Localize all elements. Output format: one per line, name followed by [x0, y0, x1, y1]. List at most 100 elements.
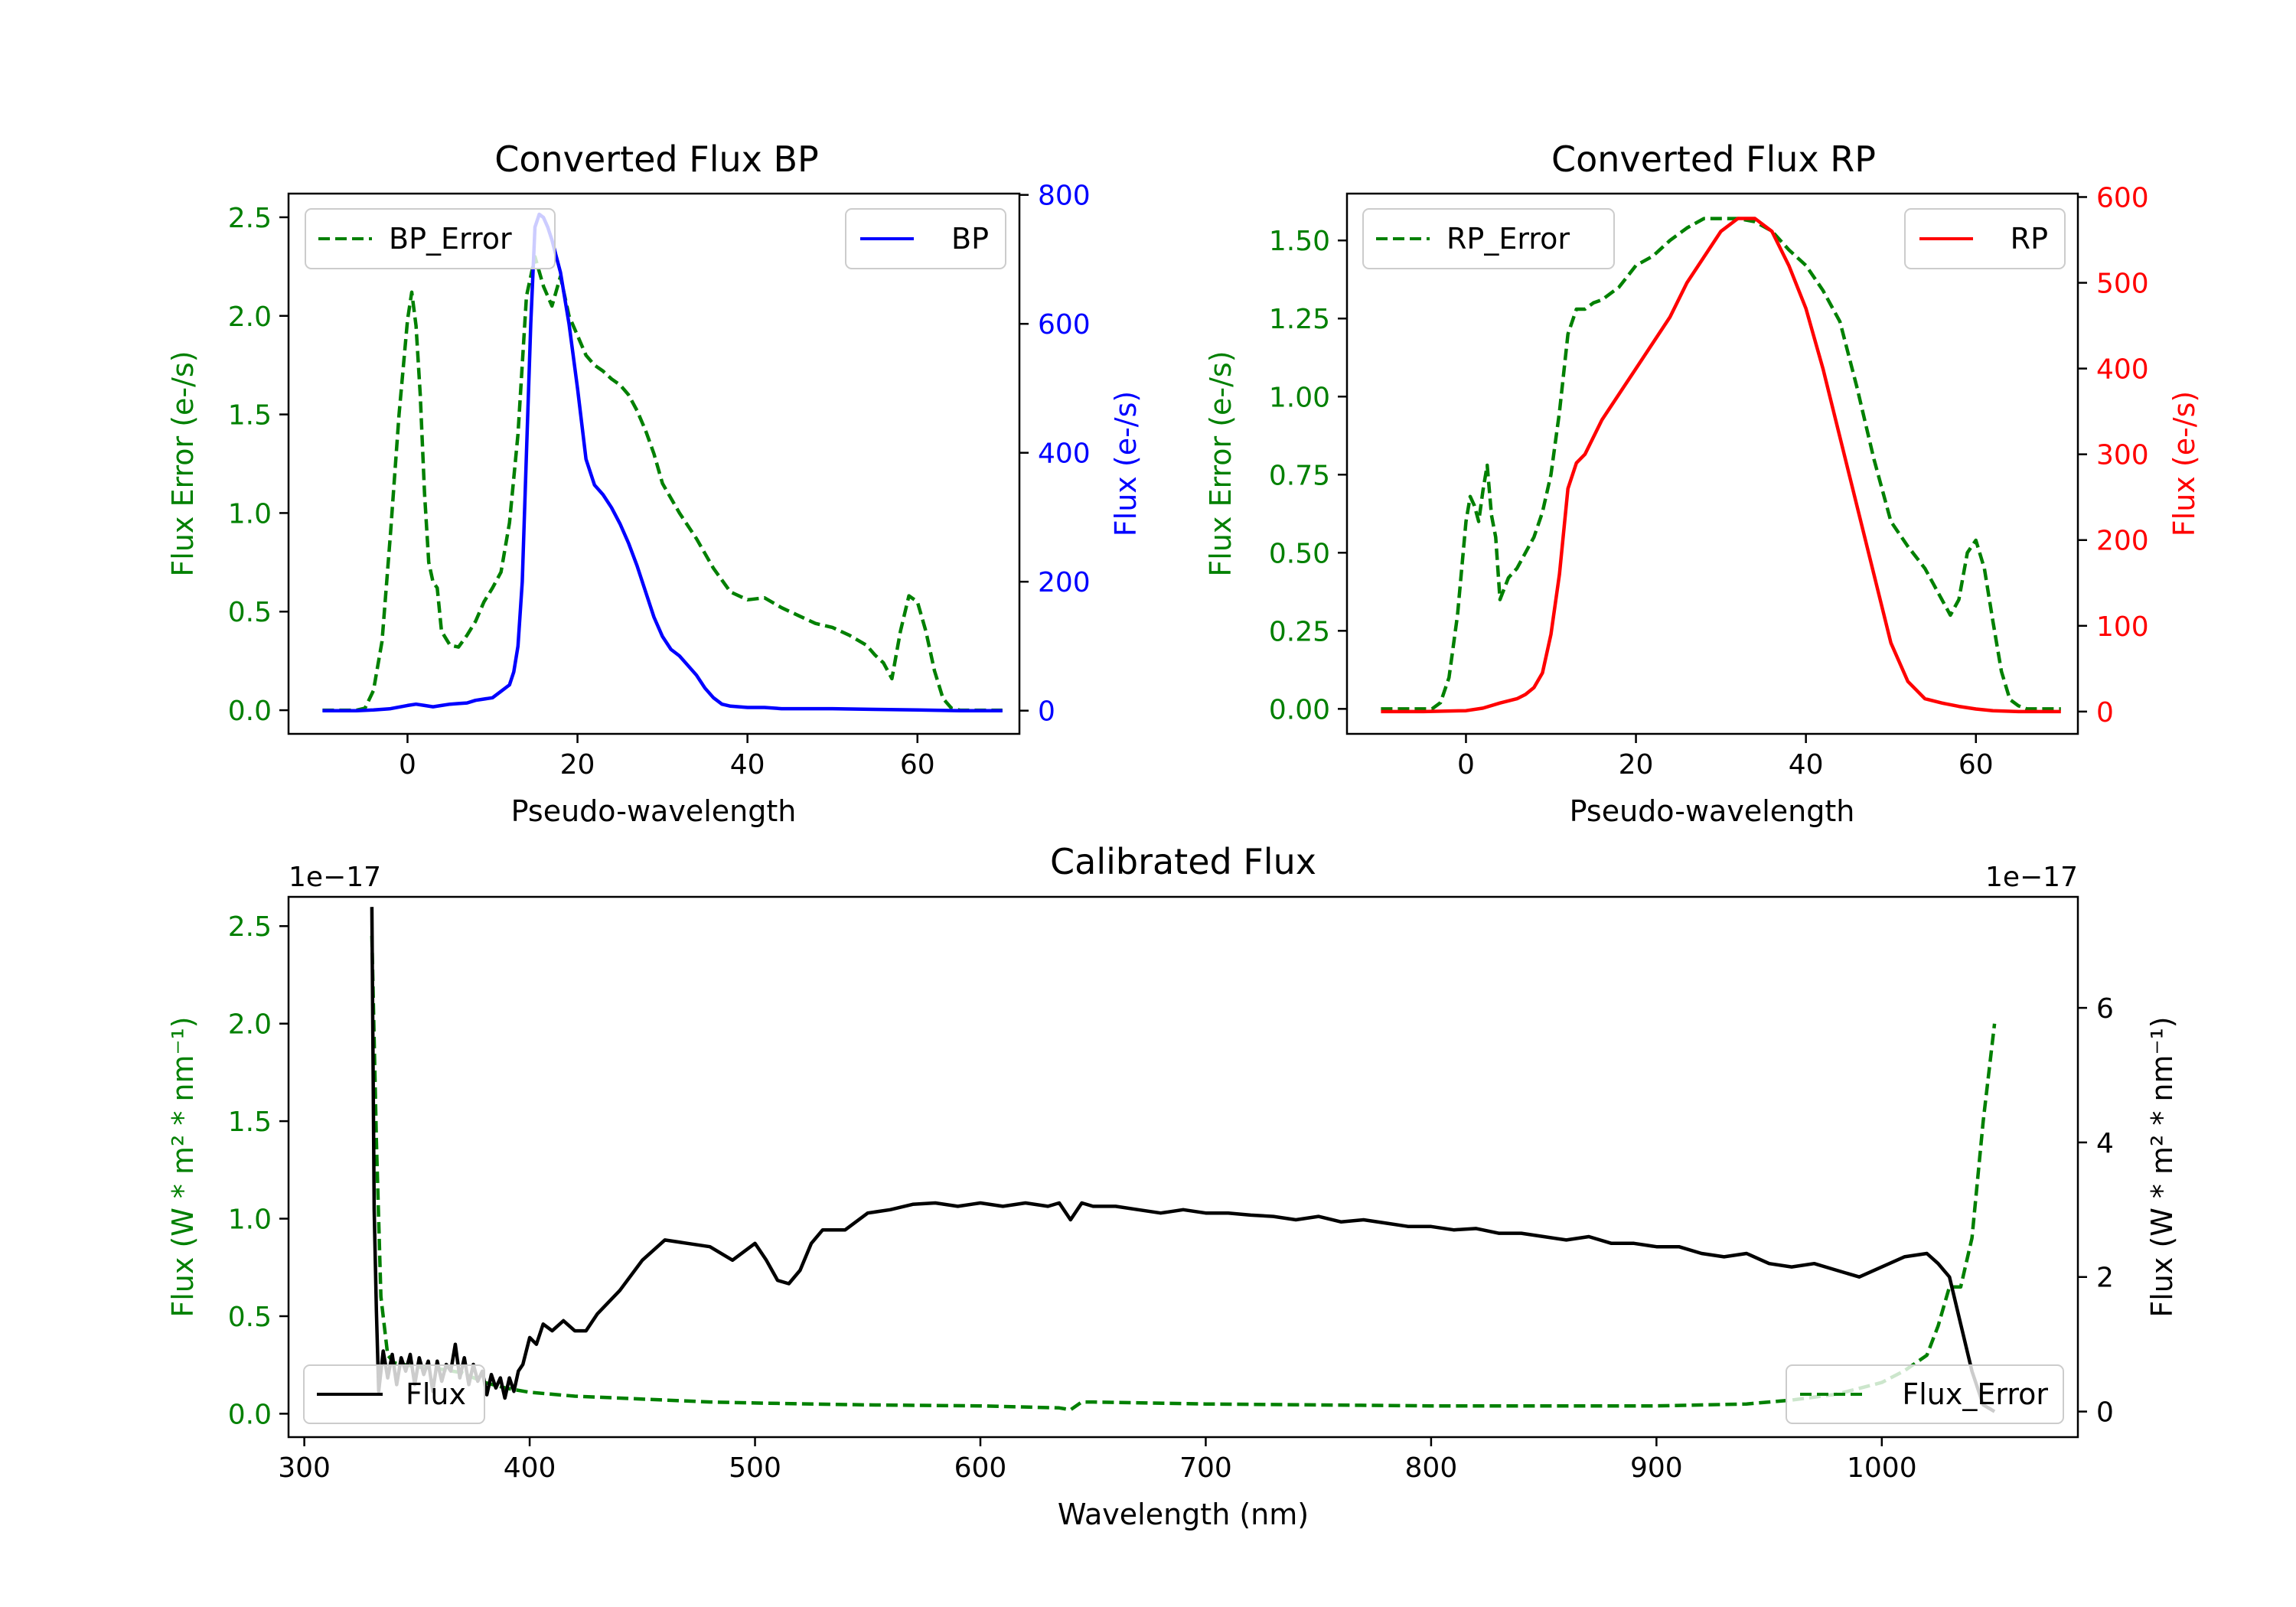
x-tick-label: 60	[900, 749, 935, 781]
right-y-tick-label: 500	[2096, 269, 2149, 300]
x-axis-label: Wavelength (nm)	[1058, 1498, 1309, 1531]
x-tick-label: 40	[1789, 749, 1824, 781]
right-y-tick-label: 400	[2096, 354, 2149, 386]
legend-box	[1362, 208, 1615, 269]
right-y-axis-label: Flux (W * m² * nm⁻¹)	[2145, 1016, 2179, 1317]
left-y-tick-label: 0.5	[228, 597, 272, 628]
chart-rp: Converted Flux RP 0 20 40 60 0.000.250.500.…	[1204, 139, 2201, 828]
legend-left: Flux	[303, 1364, 485, 1424]
left-axis-offset: 1e−17	[289, 862, 381, 893]
right-y-tick-label: 200	[2096, 526, 2149, 557]
x-ticks: 0 20 40 60	[399, 734, 935, 781]
right-axis-offset: 1e−17	[1985, 862, 2078, 893]
left-y-tick-label: 1.5	[228, 1107, 272, 1138]
series-group	[1381, 217, 2061, 714]
legend-box	[1786, 1364, 2064, 1424]
right-y-ticks: 0 2 4 6	[2078, 993, 2114, 1429]
right-y-tick-label: 100	[2096, 611, 2149, 643]
x-tick-label: 20	[560, 749, 595, 781]
left-y-ticks: 0.0 0.5 1.0 1.5 2.0 2.5	[228, 203, 289, 727]
right-y-tick-label: 6	[2096, 993, 2114, 1025]
legend-left: BP_Error	[305, 208, 556, 269]
x-tick-label: 800	[1405, 1452, 1458, 1484]
chart-calibrated: Calibrated Flux 1e−17 1e−17 300 400 500 600…	[166, 841, 2179, 1531]
left-y-ticks: 0.00 0.25 0.50 0.75 1.00 1.25 1.50	[1269, 226, 1347, 725]
x-tick-label: 600	[954, 1452, 1007, 1484]
left-y-tick-label: 2.0	[228, 302, 272, 333]
left-y-tick-label: 0.25	[1269, 616, 1330, 647]
chart-title: Converted Flux BP	[494, 139, 819, 180]
plot-frame	[1345, 192, 2079, 735]
legend-label: BP	[951, 222, 989, 256]
x-tick-label: 500	[729, 1452, 781, 1484]
x-tick-label: 700	[1179, 1452, 1232, 1484]
left-y-tick-label: 1.5	[228, 400, 272, 432]
left-y-axis-label: Flux (W * m² * nm⁻¹)	[166, 1016, 200, 1317]
legend-label: Flux	[406, 1377, 466, 1411]
legend-box	[303, 1364, 485, 1424]
x-tick-label: 20	[1619, 749, 1654, 781]
right-y-tick-label: 200	[1038, 567, 1091, 598]
right-y-tick-label: 400	[1038, 438, 1091, 470]
right-y-tick-label: 4	[2096, 1128, 2114, 1159]
left-y-tick-label: 0.50	[1269, 538, 1330, 569]
x-ticks: 300 400 500 600 700 800 900 1000	[278, 1437, 1917, 1484]
series-line-rp-error	[1381, 217, 2061, 711]
right-y-tick-label: 2	[2096, 1263, 2114, 1294]
x-axis-label: Pseudo-wavelength	[511, 794, 797, 828]
chart-title: Calibrated Flux	[1050, 841, 1316, 882]
left-y-tick-label: 2.0	[228, 1009, 272, 1041]
left-y-axis-label: Flux Error (e-/s)	[166, 350, 200, 576]
legend-label: Flux_Error	[1902, 1377, 2048, 1411]
legend-box	[845, 208, 1006, 269]
right-y-tick-label: 0	[2096, 1397, 2114, 1429]
left-y-axis-label: Flux Error (e-/s)	[1204, 350, 1238, 576]
right-y-axis-label: Flux (e-/s)	[1109, 391, 1143, 536]
x-tick-label: 400	[504, 1452, 556, 1484]
legend-box	[305, 208, 556, 269]
series-group	[322, 212, 1003, 712]
x-ticks: 0 20 40 60	[1457, 734, 1994, 781]
legend-box	[1904, 208, 2066, 269]
x-tick-label: 0	[399, 749, 416, 781]
right-y-ticks: 0 200 400 600 800	[1019, 181, 1091, 728]
legend-label: RP_Error	[1446, 222, 1570, 256]
plot-frame	[287, 895, 2079, 1439]
x-tick-label: 900	[1630, 1452, 1683, 1484]
left-y-tick-label: 0.0	[228, 696, 272, 727]
right-y-tick-label: 600	[1038, 309, 1091, 341]
left-y-tick-label: 1.0	[228, 498, 272, 530]
legend-label: RP	[2011, 222, 2048, 256]
right-y-tick-label: 0	[1038, 696, 1055, 728]
right-y-axis-label: Flux (e-/s)	[2167, 391, 2201, 536]
plot-frame	[287, 192, 1021, 735]
left-y-tick-label: 0.75	[1269, 460, 1330, 491]
right-y-tick-label: 600	[2096, 182, 2149, 214]
legend-label: BP_Error	[389, 222, 512, 256]
right-y-tick-label: 300	[2096, 440, 2149, 471]
series-line-bp	[322, 212, 1003, 712]
legend-right: RP	[1904, 208, 2066, 269]
legend-left: RP_Error	[1362, 208, 1615, 269]
left-y-tick-label: 1.50	[1269, 226, 1330, 257]
left-y-tick-label: 2.5	[228, 203, 272, 234]
left-y-tick-label: 1.00	[1269, 382, 1330, 413]
left-y-tick-label: 2.5	[228, 911, 272, 943]
chart-title: Converted Flux RP	[1551, 139, 1876, 180]
x-tick-label: 40	[730, 749, 765, 781]
left-y-tick-label: 0.00	[1269, 694, 1330, 725]
series-line-bp-error	[322, 255, 1003, 712]
legend-right: BP	[845, 208, 1006, 269]
right-y-ticks: 0 100 200 300 400 500 600	[2078, 182, 2149, 729]
left-y-tick-label: 0.5	[228, 1302, 272, 1333]
x-axis-label: Pseudo-wavelength	[1570, 794, 1855, 828]
right-y-tick-label: 800	[1038, 181, 1091, 212]
left-y-tick-label: 0.0	[228, 1399, 272, 1430]
legend-right: Flux_Error	[1786, 1364, 2064, 1424]
x-tick-label: 300	[278, 1452, 331, 1484]
x-tick-label: 1000	[1847, 1452, 1917, 1484]
x-tick-label: 0	[1457, 749, 1475, 781]
left-y-tick-label: 1.25	[1269, 304, 1330, 335]
series-line-rp	[1381, 217, 2061, 714]
